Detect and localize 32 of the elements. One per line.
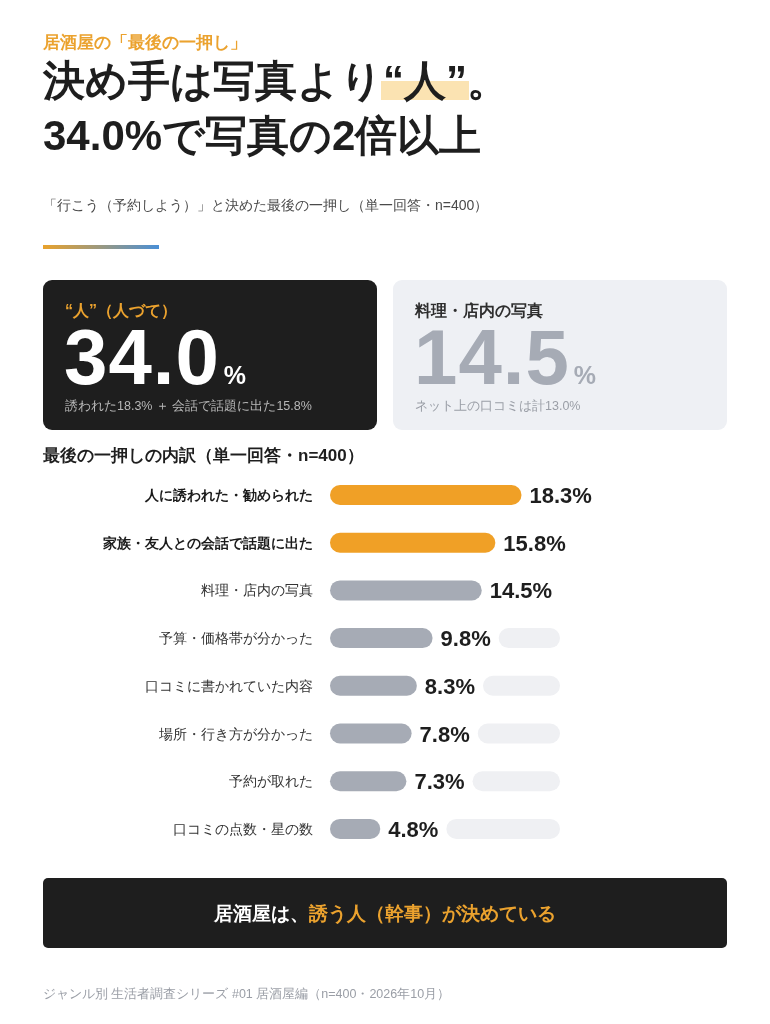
data-label: 7.8% — [419, 721, 470, 747]
bar — [330, 532, 496, 553]
y-tick-label: 予約が取れた — [229, 774, 313, 790]
bar — [330, 628, 433, 649]
data-label: 15.8% — [503, 530, 566, 556]
text: 誘われた18.3% ＋ 会話で話題に出た15.8% — [65, 399, 312, 413]
data-label: 18.3% — [529, 483, 592, 508]
bar — [330, 723, 412, 744]
y-tick-label: 口コミに書かれていた内容 — [145, 678, 313, 694]
text: 「行こう（予約しよう）」と決めた最後の一押し（単一回答・n=400） — [43, 197, 489, 213]
bar — [330, 580, 482, 601]
bar — [330, 485, 522, 505]
data-label: 14.5% — [489, 578, 553, 604]
chart-title: 最後の一押しの内訳（単一回答・n=400） — [42, 446, 364, 465]
y-tick-label: 家族・友人との会話で話題に出た — [102, 534, 313, 551]
text: ジャンル別 生活者調査シリーズ #01 居酒屋編（n=400・2026年10月） — [43, 987, 451, 1001]
bar — [330, 771, 407, 792]
text: ネット上の口コミは計13.0% — [415, 399, 581, 413]
y-tick-label: 場所・行き方が分かった — [158, 726, 313, 742]
text: 決め手は写真より“人”。 34.0%で写真の2倍以上 — [42, 57, 509, 159]
data-label: 7.3% — [414, 769, 465, 795]
y-tick-label: 人に誘われた・勧められた — [144, 487, 313, 503]
bar — [330, 675, 417, 696]
data-label: 9.8% — [440, 626, 491, 652]
bar — [330, 818, 381, 839]
data-label: 4.8% — [388, 816, 439, 842]
text: 居酒屋の「最後の一押し」 — [42, 33, 247, 52]
data-label: 8.3% — [424, 673, 476, 699]
y-tick-label: 口コミの点数・星の数 — [173, 821, 313, 837]
y-tick-label: 予算・価格帯が分かった — [159, 631, 313, 647]
text: 居酒屋は、誘う人（幹事）が決めている — [213, 903, 556, 925]
y-tick-label: 料理・店内の写真 — [201, 583, 313, 599]
